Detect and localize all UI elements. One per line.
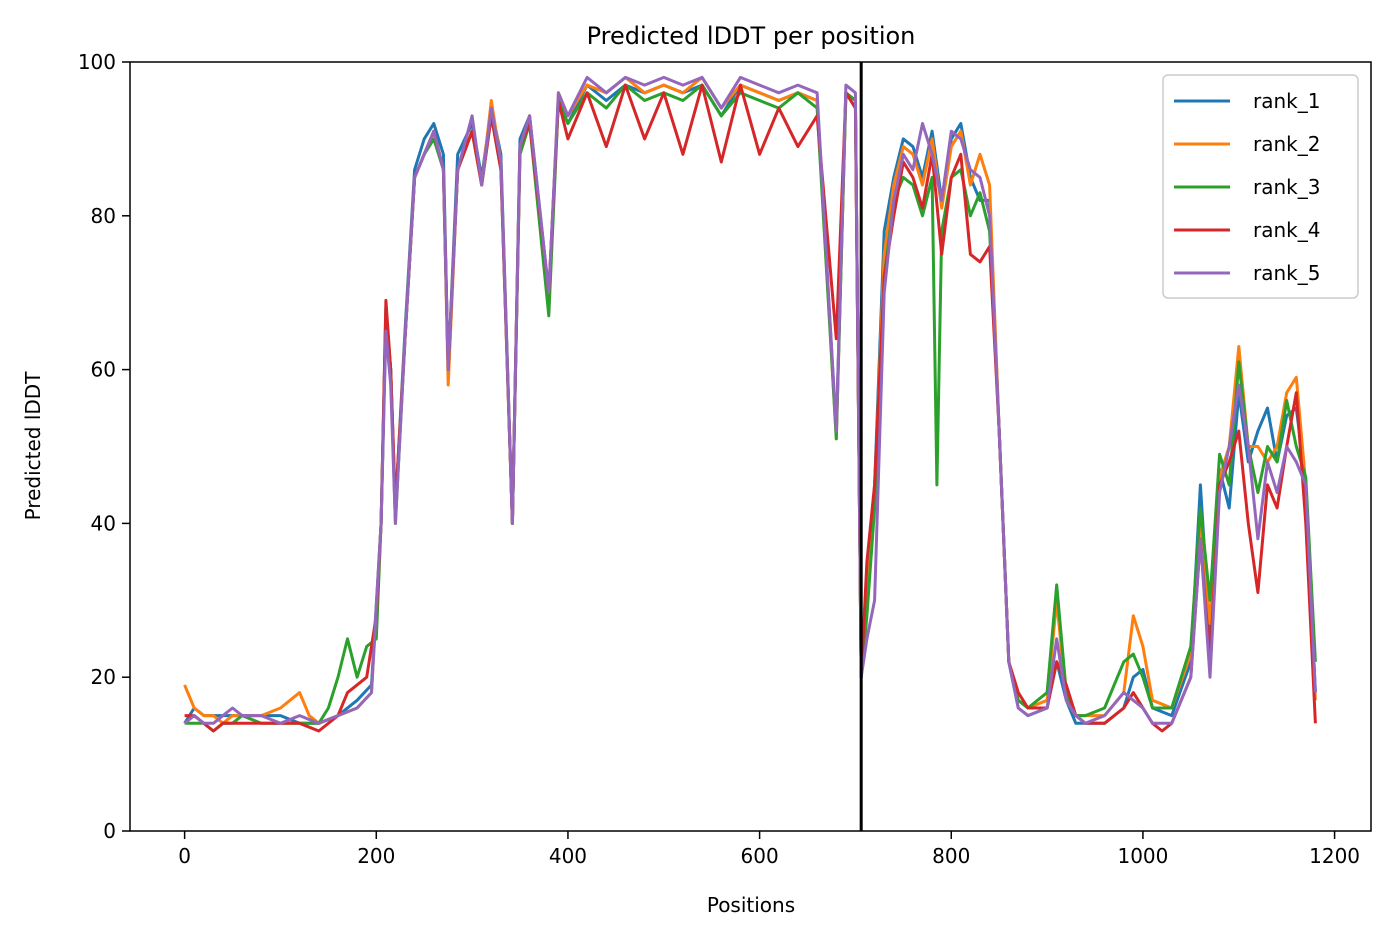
x-tick-label: 1200 (1309, 844, 1360, 868)
legend-label-rank_3: rank_3 (1253, 175, 1320, 199)
legend: rank_1 rank_2 rank_3 rank_4 rank_5 (1162, 74, 1359, 299)
legend-label-rank_5: rank_5 (1253, 261, 1320, 285)
x-axis-title: Positions (707, 893, 795, 917)
series-layer (183, 75, 1317, 733)
x-tick-label: 600 (741, 844, 779, 868)
y-tick-label: 80 (91, 204, 116, 228)
x-tick-label: 200 (357, 844, 395, 868)
y-axis-title: Predicted lDDT (21, 371, 45, 521)
y-tick-label: 40 (91, 511, 116, 535)
y-axis: 0 20 40 60 80 100 (78, 50, 130, 843)
legend-label-rank_4: rank_4 (1253, 218, 1320, 242)
x-tick-label: 400 (549, 844, 587, 868)
legend-label-rank_1: rank_1 (1253, 89, 1320, 113)
x-tick-label: 800 (932, 844, 970, 868)
series-line-rank_5 (183, 75, 1317, 725)
x-tick-label: 1000 (1117, 844, 1168, 868)
legend-label-rank_2: rank_2 (1253, 132, 1320, 156)
legend-box (1162, 74, 1359, 299)
y-tick-label: 100 (78, 50, 116, 74)
y-tick-label: 0 (103, 819, 116, 843)
x-tick-label: 0 (178, 844, 191, 868)
y-tick-label: 20 (91, 665, 116, 689)
y-tick-label: 60 (91, 358, 116, 382)
x-axis: 0 200 400 600 800 1000 1200 (178, 831, 1360, 868)
plot-frame (129, 61, 1372, 832)
chart-title: Predicted lDDT per position (587, 22, 916, 50)
